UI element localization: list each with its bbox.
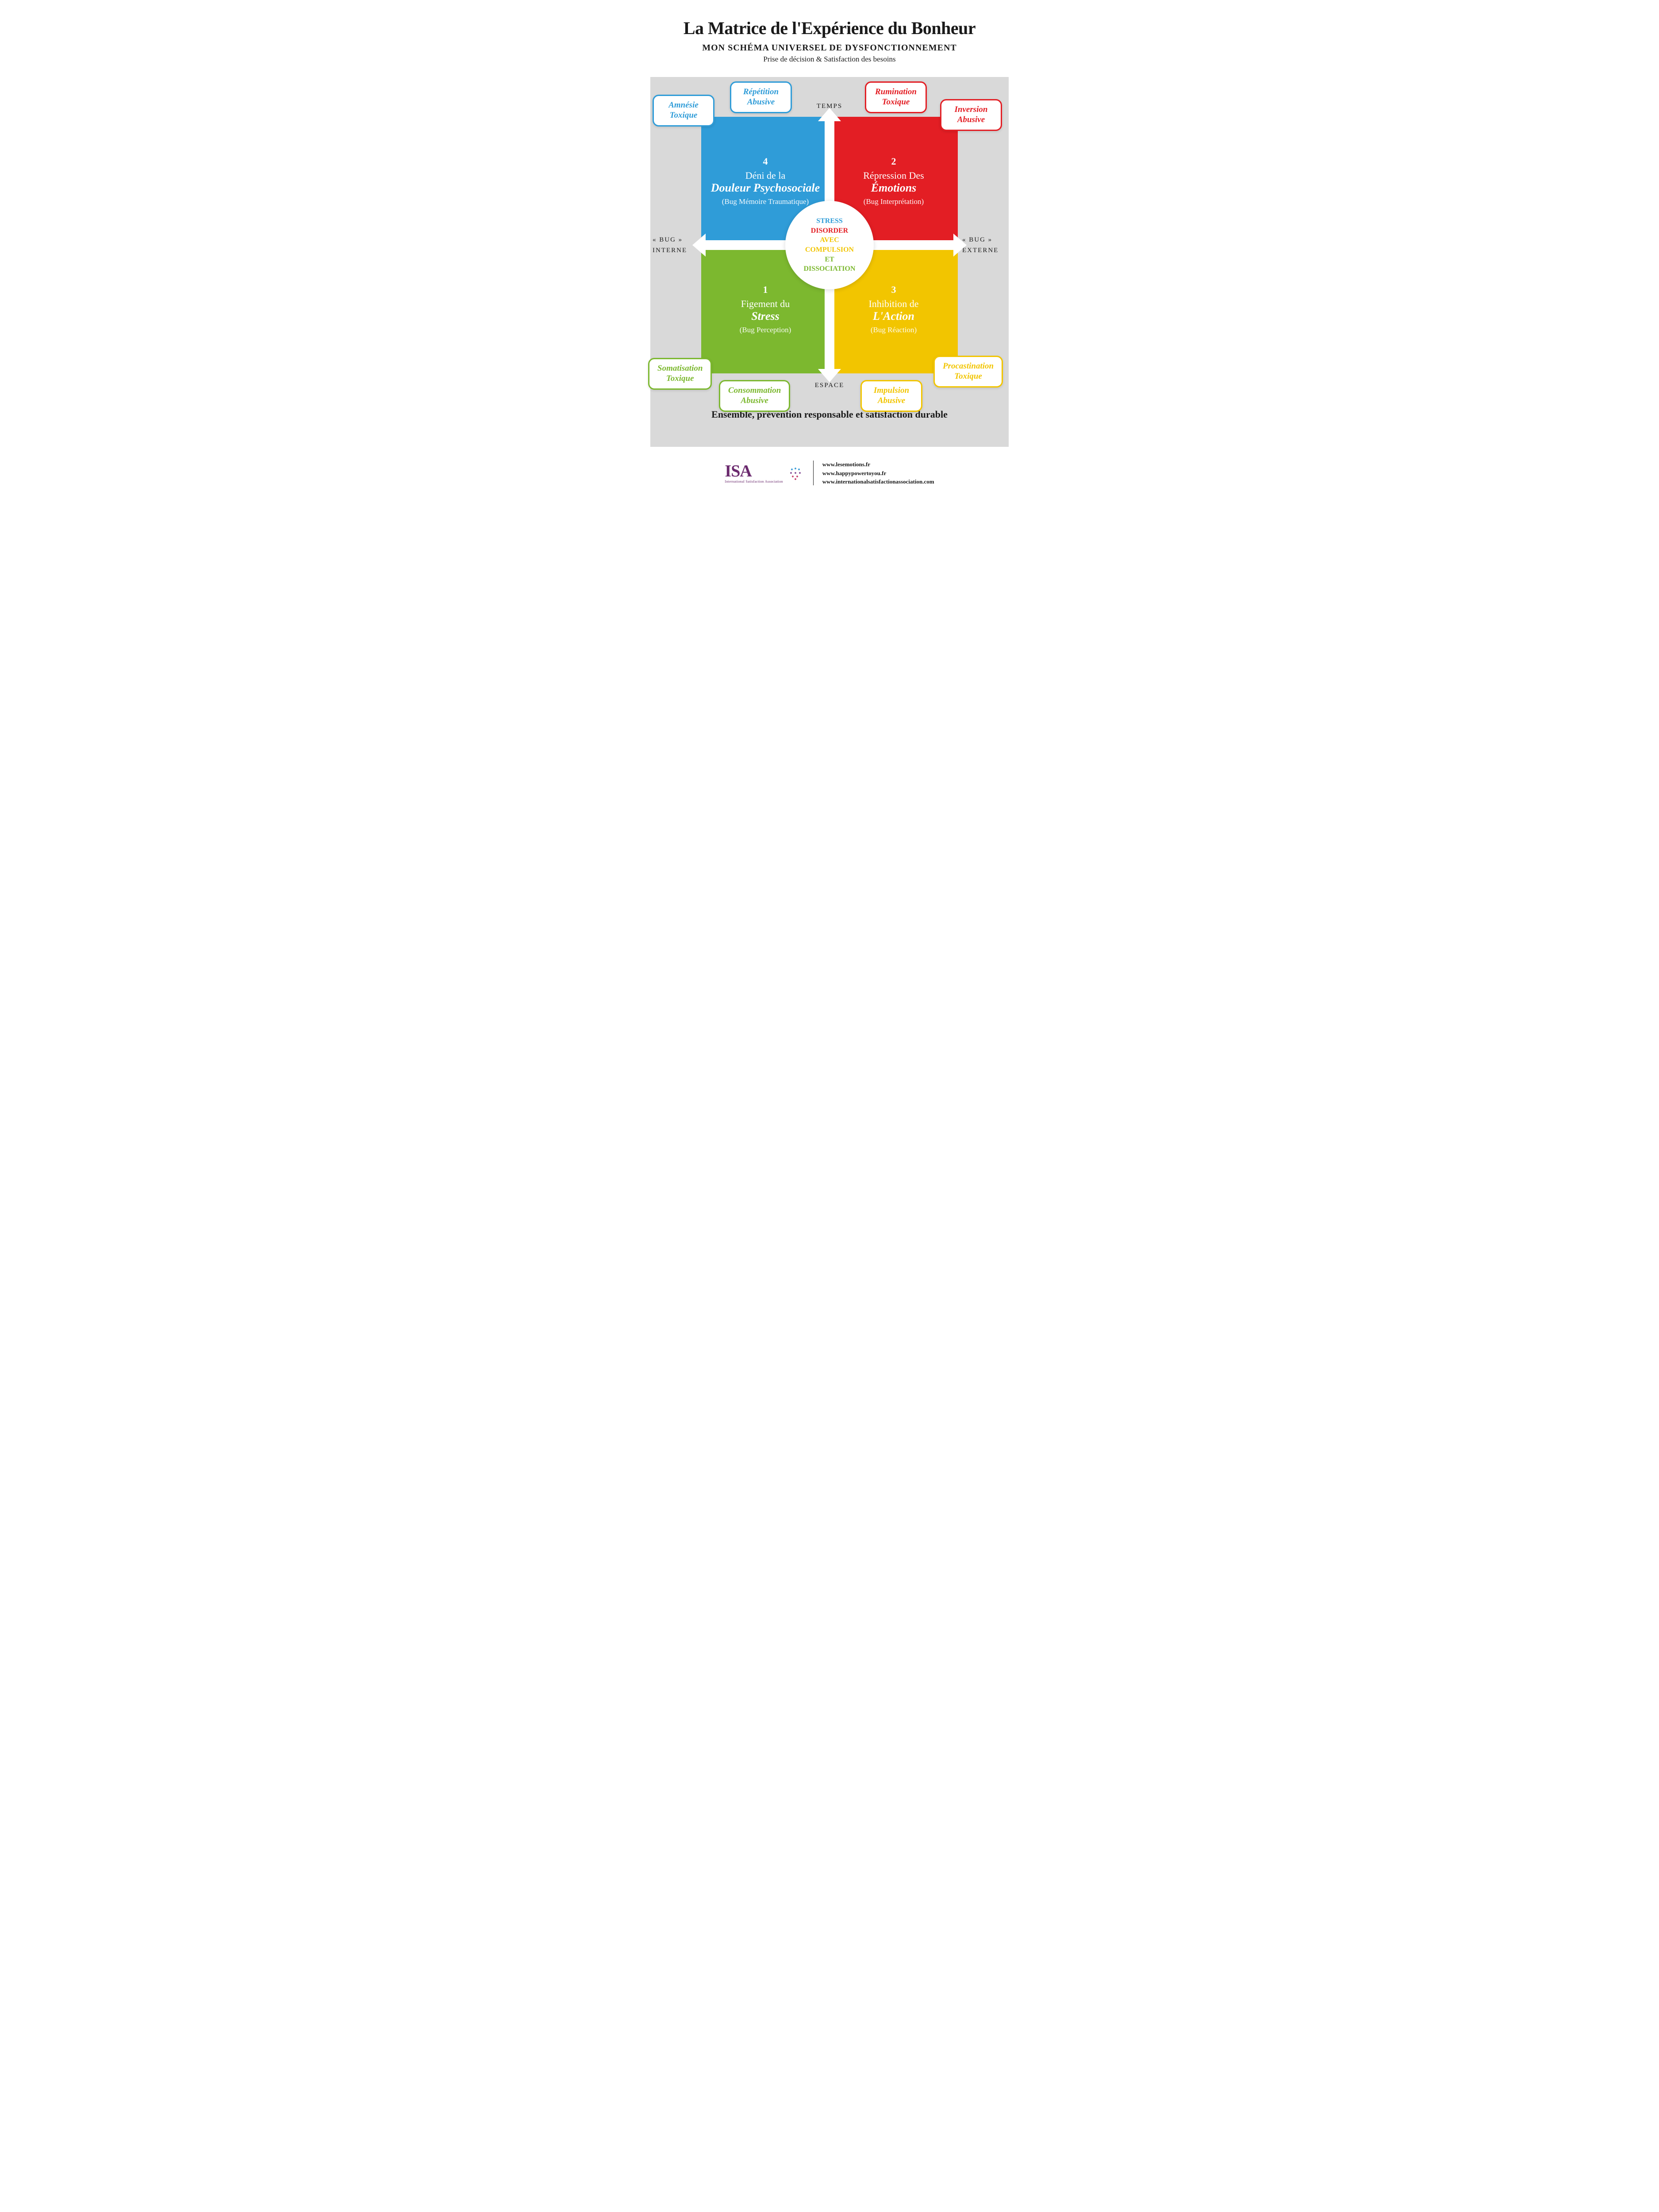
page-title: La Matrice de l'Expérience du Bonheur <box>650 18 1009 38</box>
pill-tl_outer: AmnésieToxique <box>653 95 714 127</box>
logo-text: ISA International Satisfaction Associati… <box>725 463 783 484</box>
axis-right-line2: EXTERNE <box>962 247 998 254</box>
pill-line2: Abusive <box>878 396 905 405</box>
quad-tl-num: 4 <box>763 156 768 167</box>
quad-bl-line1: Figement du <box>741 298 790 310</box>
quad-bl-line2: Stress <box>751 310 780 323</box>
logo-mark: ISA <box>725 463 783 480</box>
axis-label-left: « BUG » INTERNE <box>653 234 697 256</box>
quad-tl-line2: Douleur Psychosociale <box>711 181 820 195</box>
quad-tr-line1: Répression Des <box>863 170 924 181</box>
quad-tr-num: 2 <box>891 156 896 167</box>
arrowhead-left-icon <box>692 234 706 257</box>
pill-line1: Répétition <box>743 87 779 96</box>
quad-tl-bug: (Bug Mémoire Traumatique) <box>722 197 809 206</box>
quad-bl-num: 1 <box>763 284 768 296</box>
pill-br_inner: ImpulsionAbusive <box>860 380 922 412</box>
quad-tr-bug: (Bug Interprétation) <box>864 197 924 206</box>
footer-link: www.happypowertoyou.fr <box>822 469 934 478</box>
pill-line1: Inversion <box>955 105 988 114</box>
quad-tl-line1: Déni de la <box>745 170 785 181</box>
footer-link: www.internationalsatisfactionassociation… <box>822 477 934 486</box>
quad-br-bug: (Bug Réaction) <box>871 326 917 334</box>
axis-label-bottom: ESPACE <box>815 382 844 389</box>
pill-line2: Abusive <box>741 396 768 405</box>
quad-br-line2: L'Action <box>873 310 914 323</box>
pill-line2: Toxique <box>666 374 694 383</box>
pill-bl_inner: ConsommationAbusive <box>719 380 790 412</box>
pill-tl_inner: RépétitionAbusive <box>730 81 792 113</box>
axis-label-right: « BUG » EXTERNE <box>962 234 1006 256</box>
quad-br-line1: Inhibition de <box>868 298 918 310</box>
pill-line1: Procastination <box>943 361 994 371</box>
pill-line2: Abusive <box>957 115 985 124</box>
pill-line1: Impulsion <box>874 386 909 395</box>
pill-line1: Consommation <box>728 386 781 395</box>
pill-tr_inner: RuminationToxique <box>865 81 927 113</box>
arrowhead-right-icon <box>953 234 967 257</box>
pill-br_outer: ProcastinationToxique <box>933 356 1003 388</box>
diagram-panel: TEMPS ESPACE « BUG » INTERNE « BUG » EXT… <box>650 77 1009 447</box>
pill-line2: Abusive <box>747 97 775 107</box>
pill-line1: Rumination <box>875 87 917 96</box>
page-tagline: Prise de décision & Satisfaction des bes… <box>650 55 1009 64</box>
matrix: TEMPS ESPACE « BUG » INTERNE « BUG » EXT… <box>701 117 958 373</box>
center-w1: STRESS <box>816 216 843 226</box>
logo-subtext: International Satisfaction Association <box>725 480 783 484</box>
axis-left-line1: « BUG » <box>653 236 683 243</box>
quad-tr-line2: Émotions <box>871 181 917 195</box>
globe-dots-icon <box>787 464 804 482</box>
axis-right-line1: « BUG » <box>962 236 992 243</box>
pill-line1: Somatisation <box>657 364 703 373</box>
quad-bl-bug: (Bug Perception) <box>740 326 791 334</box>
center-w2: DISORDER <box>811 226 848 236</box>
page-subtitle: MON SCHÉMA UNIVERSEL DE DYSFONCTIONNEMEN… <box>650 43 1009 53</box>
center-w6: DISSOCIATION <box>803 264 855 274</box>
center-w5: ET <box>825 255 834 265</box>
divider <box>813 461 814 485</box>
arrowhead-down-icon <box>818 369 841 382</box>
footer-links: www.lesemotions.fr www.happypowertoyou.f… <box>822 460 934 486</box>
footer-link: www.lesemotions.fr <box>822 460 934 469</box>
arrowhead-up-icon <box>818 108 841 121</box>
pill-line2: Toxique <box>954 372 982 381</box>
pill-tr_outer: InversionAbusive <box>940 99 1002 131</box>
pill-line2: Toxique <box>670 111 698 120</box>
pill-line2: Toxique <box>882 97 910 107</box>
axis-left-line2: INTERNE <box>653 247 687 254</box>
page: La Matrice de l'Expérience du Bonheur MO… <box>628 0 1031 508</box>
logo: ISA International Satisfaction Associati… <box>725 463 804 484</box>
header: La Matrice de l'Expérience du Bonheur MO… <box>650 18 1009 64</box>
pill-line1: Amnésie <box>668 100 699 110</box>
quad-br-num: 3 <box>891 284 896 296</box>
footer-bar: ISA International Satisfaction Associati… <box>650 447 1009 495</box>
center-w3: AVEC <box>820 235 839 245</box>
center-w4: COMPULSION <box>805 245 854 255</box>
center-circle: STRESS DISORDER AVEC COMPULSION ET DISSO… <box>785 201 874 289</box>
pill-bl_outer: SomatisationToxique <box>648 358 712 390</box>
